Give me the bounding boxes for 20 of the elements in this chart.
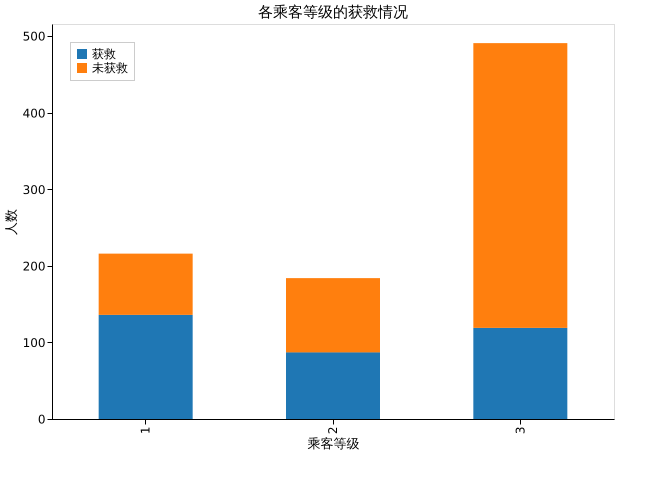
chart-title: 各乘客等级的获救情况 <box>258 3 408 21</box>
legend-label: 未获救 <box>92 61 128 75</box>
y-tick-label: 100 <box>22 336 46 350</box>
x-tick-label: 3 <box>513 426 528 434</box>
bar <box>98 314 193 419</box>
bar <box>473 328 568 419</box>
x-tick-label: 1 <box>138 426 153 434</box>
y-tick-label: 500 <box>22 30 46 44</box>
x-tick-label: 2 <box>326 426 340 434</box>
y-tick-label: 200 <box>22 259 46 274</box>
y-tick-label: 0 <box>38 412 46 426</box>
bar <box>473 43 568 328</box>
bar <box>98 254 193 315</box>
legend-label: 获救 <box>92 47 116 61</box>
bar <box>286 352 380 419</box>
x-axis-title: 乘客等级 <box>308 436 360 452</box>
y-tick-label: 400 <box>22 106 46 120</box>
y-tick-label: 300 <box>22 182 46 197</box>
y-axis-title: 人数 <box>4 209 20 235</box>
bar <box>286 278 380 352</box>
